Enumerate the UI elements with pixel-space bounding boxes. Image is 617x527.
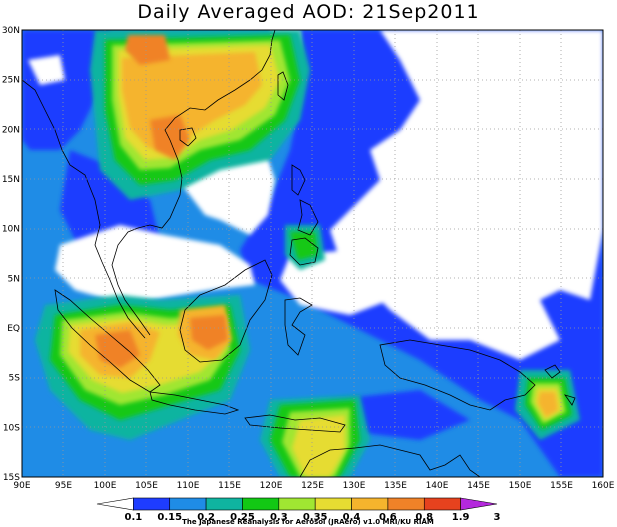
colorbar-level-label: 0.8 — [415, 512, 433, 523]
gridlines — [22, 30, 603, 477]
page-title: Daily Averaged AOD: 21Sep2011 — [137, 1, 480, 23]
y-axis-ticks: 30N 25N 20N 15N 10N 5N EQ 5S 10S 15S — [2, 26, 20, 483]
colorbar-level-label: 0.3 — [270, 512, 288, 523]
colorbar-segment — [351, 497, 389, 511]
colorbar-level-label: 0.6 — [379, 512, 397, 523]
x-tick-label: 145E — [467, 481, 490, 491]
colorbar-segment — [423, 497, 461, 511]
x-tick-label: 100E — [94, 481, 117, 491]
x-tick-label: 160E — [592, 481, 615, 491]
y-tick-label: 10S — [3, 423, 20, 433]
colorbar-level-label: 1.9 — [452, 512, 470, 523]
colorbar-segment — [278, 497, 316, 511]
colorbar-segment — [133, 497, 171, 511]
x-tick-label: 135E — [384, 481, 407, 491]
x-tick-label: 115E — [218, 481, 241, 491]
x-tick-label: 155E — [550, 481, 573, 491]
x-tick-label: 140E — [426, 481, 449, 491]
colorbar-segment — [460, 497, 498, 511]
colorbar-level-label: 0.35 — [303, 512, 328, 523]
colorbar-level-label: 3 — [494, 512, 501, 523]
y-tick-label: 15N — [2, 175, 20, 185]
colorbar-labels: 0.1 0.15 0.2 0.25 0.3 0.35 0.4 0.6 0.8 1.9 3 — [125, 512, 501, 523]
y-tick-label: 10N — [2, 225, 20, 235]
x-tick-label: 125E — [301, 481, 324, 491]
colorbar-segment — [96, 497, 134, 511]
colorbar-segment — [169, 497, 207, 511]
y-tick-label: 15S — [3, 473, 20, 483]
x-tick-label: 120E — [260, 481, 283, 491]
x-tick-label: 105E — [135, 481, 158, 491]
aod-field — [22, 30, 603, 477]
colorbar — [96, 497, 498, 511]
colorbar-segment — [205, 497, 243, 511]
map-frame — [21, 29, 604, 478]
y-tick-label: EQ — [7, 324, 20, 334]
x-tick-label: 130E — [343, 481, 366, 491]
x-tick-label: 90E — [13, 481, 30, 491]
y-tick-label: 30N — [2, 26, 20, 36]
colorbar-level-label: 0.15 — [157, 512, 182, 523]
y-tick-label: 5N — [8, 274, 20, 284]
aod-layer-white — [28, 30, 603, 360]
credit-text: The Japanese Reanalysis for Aerosol (JRA… — [182, 518, 434, 526]
y-tick-label: 20N — [2, 125, 20, 135]
y-tick-label: 25N — [2, 76, 20, 86]
colorbar-segment — [314, 497, 352, 511]
colorbar-level-label: 0.1 — [125, 512, 143, 523]
x-tick-label: 110E — [177, 481, 200, 491]
x-tick-label: 150E — [509, 481, 532, 491]
colorbar-segment — [387, 497, 425, 511]
colorbar-segment — [242, 497, 280, 511]
colorbar-level-label: 0.25 — [230, 512, 255, 523]
y-tick-label: 5S — [9, 374, 21, 384]
x-tick-label: 95E — [55, 481, 72, 491]
x-axis-ticks: 90E 95E 100E 105E 110E 115E 120E 125E 130E 135E 14… — [13, 481, 614, 491]
colorbar-level-label: 0.4 — [343, 512, 361, 523]
colorbar-level-label: 0.2 — [197, 512, 215, 523]
coastlines — [22, 30, 576, 477]
